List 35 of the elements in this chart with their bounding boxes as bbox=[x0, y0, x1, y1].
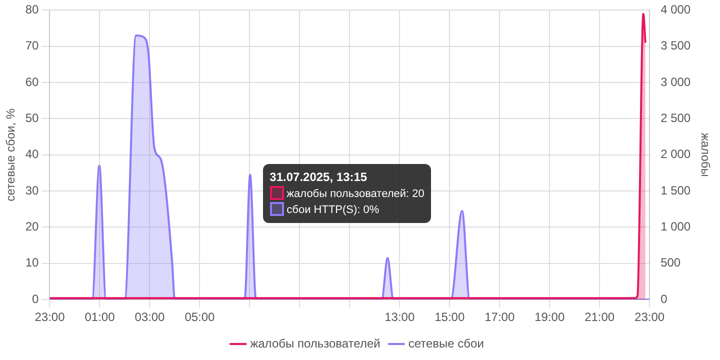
x-tick-label: 05:00 bbox=[184, 310, 216, 324]
y-tick-label: 10 bbox=[25, 256, 40, 270]
y2-tick-label: 1 500 bbox=[660, 183, 691, 198]
y-tick-label: 20 bbox=[25, 220, 40, 234]
y2-tick-label: 500 bbox=[660, 256, 681, 270]
y-tick-label: 60 bbox=[25, 74, 40, 89]
y-tick-label: 50 bbox=[25, 111, 40, 126]
x-tick-label: 03:00 bbox=[134, 310, 166, 324]
annotation: 31.07.2025, 13:15 bbox=[270, 168, 368, 185]
legend-label: жалобы пользователей bbox=[250, 336, 380, 350]
x-tick-label: 01:00 bbox=[84, 310, 116, 324]
x-tick-label: 21:00 bbox=[584, 310, 615, 324]
y-tick-label: 0 bbox=[32, 292, 40, 306]
y-tick-label: 30 bbox=[25, 183, 40, 198]
x-tick-label: 13:00 bbox=[384, 310, 415, 324]
x-tick-label: 15:00 bbox=[434, 310, 465, 324]
x-tick-label: 23:00 bbox=[34, 310, 66, 324]
x-tick-label: 17:00 bbox=[484, 310, 515, 324]
x-tick-label: 23:00 bbox=[634, 310, 665, 324]
legend-label: сетевые сбои bbox=[408, 336, 484, 350]
y-axis-title: сетевые сбои, % bbox=[4, 108, 18, 202]
y-tick-label: 70 bbox=[25, 38, 40, 53]
y2-axis-title: жалобы bbox=[698, 132, 712, 177]
y2-tick-label: 2 500 bbox=[660, 111, 691, 126]
y-tick-label: 40 bbox=[25, 147, 40, 162]
annotation: сбои HTTP(S): 0% bbox=[286, 202, 380, 218]
annotation: жалобы пользователей: 20 bbox=[286, 186, 424, 202]
y2-tick-label: 4 000 bbox=[660, 2, 691, 17]
x-tick-label: 19:00 bbox=[534, 310, 565, 324]
y2-tick-label: 0 bbox=[660, 292, 668, 306]
y2-tick-label: 3 000 bbox=[660, 74, 691, 89]
y2-tick-label: 3 500 bbox=[660, 38, 691, 53]
y2-tick-label: 2 000 bbox=[660, 147, 691, 162]
y-tick-label: 80 bbox=[25, 2, 40, 17]
y2-tick-label: 1 000 bbox=[660, 220, 691, 234]
